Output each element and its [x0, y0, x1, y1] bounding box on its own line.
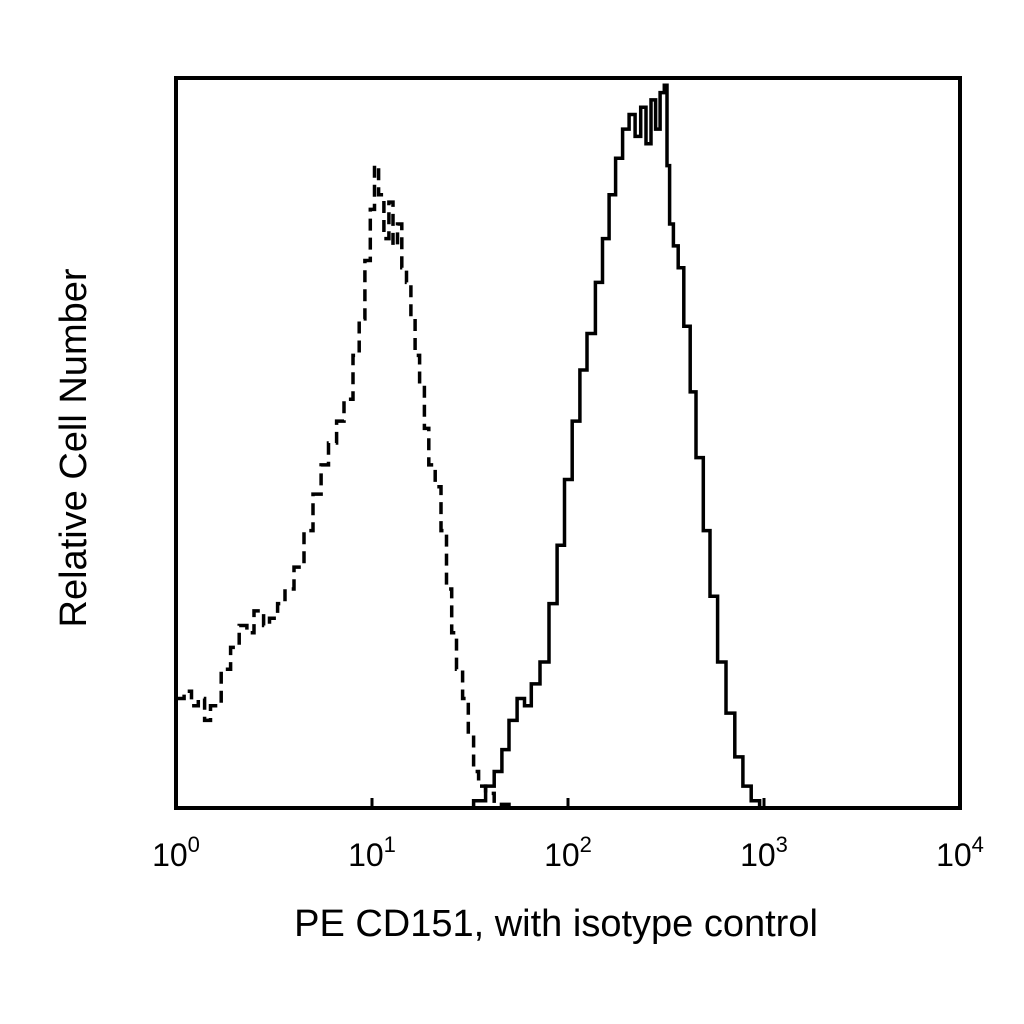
x-axis-title: PE CD151, with isotype control: [294, 903, 818, 945]
x-tick-base: 10: [544, 837, 580, 873]
x-tick-label: 103: [740, 832, 788, 873]
x-axis-ticks: 100 101 102 103 104: [152, 798, 984, 873]
x-tick-label: 100: [152, 832, 200, 873]
x-tick-label: 101: [348, 832, 396, 873]
y-axis-title: Relative Cell Number: [53, 268, 95, 627]
x-tick-exponent: 2: [580, 832, 592, 857]
x-tick-base: 10: [348, 837, 384, 873]
x-tick-base: 10: [936, 837, 972, 873]
x-tick-exponent: 3: [776, 832, 788, 857]
plot-frame: [174, 76, 962, 810]
series-layer: [176, 83, 762, 810]
x-tick-label: 104: [936, 832, 984, 873]
x-tick-exponent: 0: [188, 832, 200, 857]
isotype-control-series: [176, 163, 511, 808]
x-tick-exponent: 1: [384, 832, 396, 857]
x-tick-base: 10: [740, 837, 776, 873]
x-tick-label: 102: [544, 832, 592, 873]
x-tick-base: 10: [152, 837, 188, 873]
x-tick-exponent: 4: [972, 832, 984, 857]
pe-cd151-series: [459, 83, 762, 810]
